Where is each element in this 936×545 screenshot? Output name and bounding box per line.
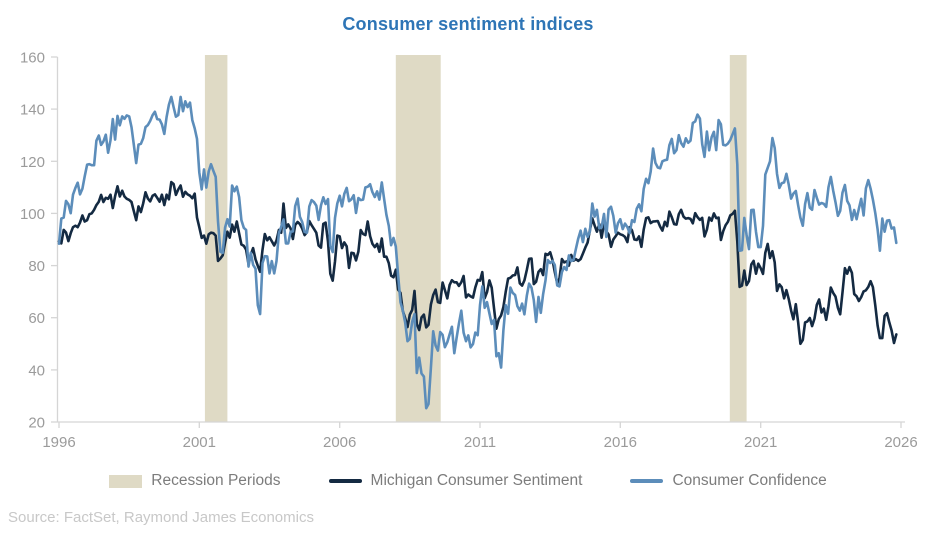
legend-item-michigan-sentiment: Michigan Consumer Sentiment (328, 472, 583, 490)
legend-item-consumer-confidence: Consumer Confidence (630, 472, 827, 490)
legend-label-recession: Recession Periods (151, 472, 281, 489)
y-tick-label: 160 (20, 50, 45, 67)
source-note: Source: FactSet, Raymond James Economics (8, 509, 314, 526)
x-tick-label: 1996 (42, 434, 75, 451)
y-tick-label: 140 (20, 102, 45, 119)
x-tick-label: 2026 (884, 434, 917, 451)
x-tick-label: 2006 (323, 434, 356, 451)
recession-swatch (109, 474, 143, 488)
legend-label-confidence: Consumer Confidence (672, 472, 827, 489)
michigan-line-swatch (328, 479, 362, 483)
y-tick-label: 60 (28, 310, 45, 327)
legend: Recession Periods Michigan Consumer Sent… (0, 466, 936, 496)
legend-label-michigan: Michigan Consumer Sentiment (370, 472, 583, 489)
x-tick-label: 2016 (604, 434, 637, 451)
sentiment-chart: 20 40 60 80 100 120 140 160 1996 2001 2006 2011 2016… (20, 50, 918, 452)
y-tick-label: 100 (20, 206, 45, 223)
y-tick-label: 40 (28, 362, 45, 379)
y-tick-label: 20 (28, 415, 45, 432)
legend-item-recession-periods: Recession Periods (109, 472, 281, 490)
series-line-michigan-consumer-sentiment (57, 180, 898, 346)
x-tick-label: 2001 (183, 434, 216, 451)
x-tick-label: 2021 (744, 434, 777, 451)
y-tick-label: 80 (28, 258, 45, 275)
y-tick-label: 120 (20, 154, 45, 171)
series-line-consumer-confidence (57, 95, 898, 410)
confidence-line-swatch (630, 479, 664, 483)
chart-title: Consumer sentiment indices (342, 14, 594, 34)
x-tick-label: 2011 (464, 434, 496, 451)
